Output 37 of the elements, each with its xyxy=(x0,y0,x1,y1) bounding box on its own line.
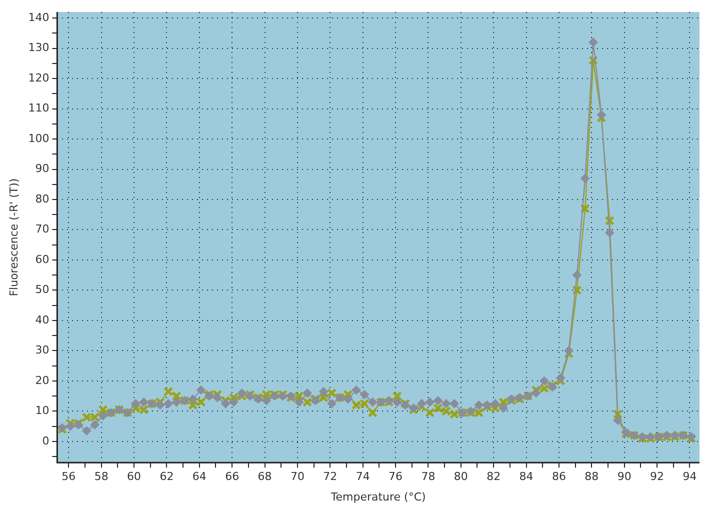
x-tick-label: 90 xyxy=(617,470,632,484)
x-tick-label: 58 xyxy=(94,470,108,484)
x-tick-label: 72 xyxy=(323,470,338,484)
y-tick-label: 100 xyxy=(28,132,50,145)
x-tick-label: 62 xyxy=(160,470,174,484)
x-tick-label: 86 xyxy=(552,470,566,484)
y-tick-label: 70 xyxy=(35,222,50,236)
x-tick-label: 74 xyxy=(356,470,370,484)
y-tick-label: 40 xyxy=(35,313,50,326)
x-axis-title: Temperature (°C) xyxy=(330,490,426,504)
y-tick-label: 20 xyxy=(35,374,50,387)
x-tick-label: 60 xyxy=(127,470,142,484)
x-tick-label: 94 xyxy=(682,470,697,484)
y-tick-label: 130 xyxy=(28,41,50,54)
y-tick-label: 110 xyxy=(28,102,50,115)
x-tick-label: 88 xyxy=(584,470,599,484)
y-axis-title: Fluorescence (-R' (T)) xyxy=(7,178,20,296)
y-tick-label: 60 xyxy=(35,252,50,266)
x-tick-label: 70 xyxy=(290,470,304,484)
y-tick-label: 0 xyxy=(42,434,50,448)
x-tick-label: 68 xyxy=(258,470,272,484)
x-tick-label: 82 xyxy=(486,470,501,484)
x-tick-label: 64 xyxy=(192,470,206,484)
x-tick-label: 56 xyxy=(62,470,76,484)
x-tick-label: 80 xyxy=(454,470,468,484)
x-tick-label: 78 xyxy=(421,470,436,484)
y-tick-label: 90 xyxy=(35,162,50,176)
y-tick-label: 50 xyxy=(35,283,50,296)
x-tick-label: 76 xyxy=(388,470,403,484)
x-tick-label: 66 xyxy=(225,470,240,484)
y-tick-label: 80 xyxy=(35,192,50,206)
y-tick-label: 140 xyxy=(28,10,50,24)
x-tick-label: 92 xyxy=(650,470,664,484)
y-tick-label: 10 xyxy=(35,404,50,418)
x-tick-label: 84 xyxy=(519,470,534,484)
y-tick-label: 120 xyxy=(28,71,50,84)
y-tick-label: 30 xyxy=(35,344,50,357)
